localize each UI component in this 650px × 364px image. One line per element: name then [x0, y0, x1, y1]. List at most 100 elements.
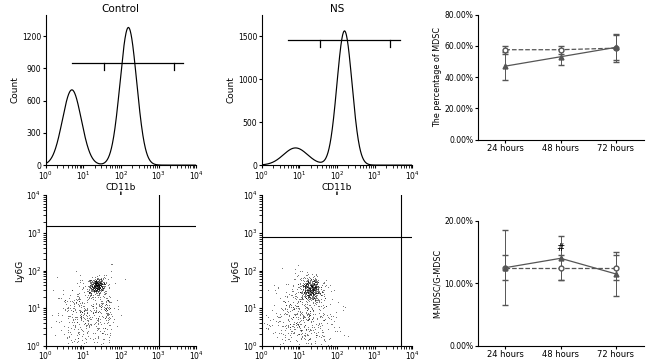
Point	[280, 327, 291, 333]
Point	[92, 280, 103, 285]
Point	[88, 286, 98, 292]
Point	[273, 314, 283, 320]
Point	[300, 275, 310, 281]
Point	[94, 288, 105, 293]
Point	[86, 285, 96, 291]
Point	[287, 323, 297, 329]
Point	[292, 305, 303, 311]
Point	[88, 279, 99, 285]
Point	[98, 287, 109, 293]
Point	[73, 321, 84, 327]
Point	[84, 283, 95, 289]
Point	[339, 304, 350, 310]
Point	[57, 312, 68, 317]
Point	[307, 290, 318, 296]
Point	[90, 280, 100, 285]
Point	[317, 327, 327, 333]
Point	[103, 298, 113, 304]
Point	[89, 292, 99, 297]
Point	[301, 281, 311, 287]
Point	[303, 306, 313, 312]
Point	[88, 283, 99, 289]
Point	[67, 298, 77, 304]
Point	[88, 285, 98, 291]
Point	[87, 309, 98, 315]
Point	[309, 296, 320, 302]
Point	[99, 283, 110, 289]
Point	[309, 286, 319, 292]
Point	[300, 286, 311, 292]
Point	[310, 340, 320, 345]
Point	[84, 282, 95, 288]
Point	[68, 326, 79, 332]
Point	[302, 288, 312, 294]
Point	[295, 327, 306, 333]
Point	[94, 285, 105, 291]
Point	[302, 278, 313, 284]
Point	[307, 279, 317, 285]
Point	[88, 282, 99, 288]
Point	[63, 304, 73, 310]
Point	[304, 315, 314, 321]
Point	[299, 283, 309, 289]
Point	[91, 278, 101, 284]
Point	[295, 309, 306, 315]
Point	[90, 283, 100, 289]
Point	[91, 287, 101, 293]
Point	[295, 315, 306, 321]
Point	[89, 289, 99, 294]
Point	[102, 307, 112, 313]
Point	[101, 295, 111, 301]
Point	[105, 261, 116, 267]
Point	[269, 302, 280, 308]
Point	[308, 281, 318, 287]
Point	[300, 289, 310, 295]
Point	[292, 273, 302, 279]
Point	[102, 310, 112, 316]
Point	[294, 281, 305, 287]
Point	[306, 285, 316, 291]
Point	[308, 284, 318, 290]
Point	[294, 283, 305, 289]
Point	[100, 331, 110, 337]
Point	[90, 282, 101, 288]
Point	[97, 281, 107, 287]
Point	[113, 302, 124, 308]
Point	[92, 282, 102, 288]
Point	[79, 320, 90, 326]
Point	[307, 282, 317, 288]
Point	[305, 302, 315, 308]
Point	[103, 305, 114, 311]
Point	[103, 281, 114, 287]
Point	[302, 275, 312, 281]
Point	[291, 296, 301, 301]
Point	[304, 286, 315, 292]
Point	[304, 280, 315, 285]
Point	[292, 298, 303, 304]
Point	[75, 300, 86, 305]
Point	[278, 311, 289, 317]
Point	[270, 290, 281, 296]
Point	[89, 287, 99, 293]
Point	[72, 297, 83, 303]
Point	[103, 276, 113, 282]
Point	[59, 307, 70, 313]
Point	[301, 327, 311, 332]
Point	[64, 292, 75, 298]
Point	[86, 302, 97, 308]
Point	[299, 289, 309, 295]
Point	[289, 321, 299, 327]
Point	[314, 284, 324, 290]
Point	[98, 285, 108, 291]
Point	[94, 282, 104, 288]
Y-axis label: Ly6G: Ly6G	[15, 260, 23, 282]
Point	[99, 285, 110, 291]
Point	[79, 321, 89, 327]
Point	[99, 284, 109, 289]
Point	[70, 322, 81, 328]
Point	[304, 280, 314, 286]
Point	[90, 309, 100, 315]
Point	[301, 289, 311, 295]
Point	[308, 281, 318, 287]
Point	[329, 318, 339, 324]
